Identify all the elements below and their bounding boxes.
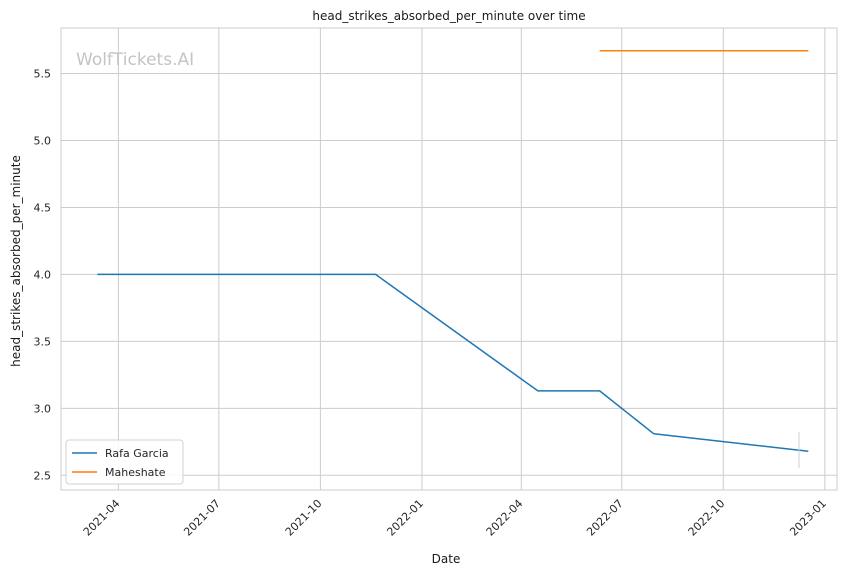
x-axis-title: Date (432, 552, 461, 566)
y-tick-label: 3.5 (34, 335, 52, 348)
chart-title: head_strikes_absorbed_per_minute over ti… (312, 9, 585, 23)
watermark-text: WolfTickets.AI (76, 50, 194, 70)
plot-area-frame (60, 27, 838, 491)
series-line-0 (97, 273, 809, 452)
y-axis-ticks: 2.5 3.0 3.5 4.0 4.5 5.0 5.5 (34, 68, 52, 483)
legend: Rafa Garcia Maheshate (65, 439, 184, 485)
y-tick-label: 5.0 (34, 134, 52, 147)
y-tick-label: 4.5 (34, 201, 52, 214)
legend-label: Maheshate (105, 466, 166, 479)
y-axis-title: head_strikes_absorbed_per_minute (9, 155, 23, 367)
y-tick-label: 2.5 (34, 469, 52, 482)
legend-box (65, 439, 184, 485)
legend-label: Rafa Garcia (105, 447, 169, 460)
y-tick-label: 3.0 (34, 402, 52, 415)
y-tick-label: 5.5 (34, 68, 52, 81)
y-tick-label: 4.0 (34, 268, 52, 281)
series-lines (97, 50, 809, 452)
